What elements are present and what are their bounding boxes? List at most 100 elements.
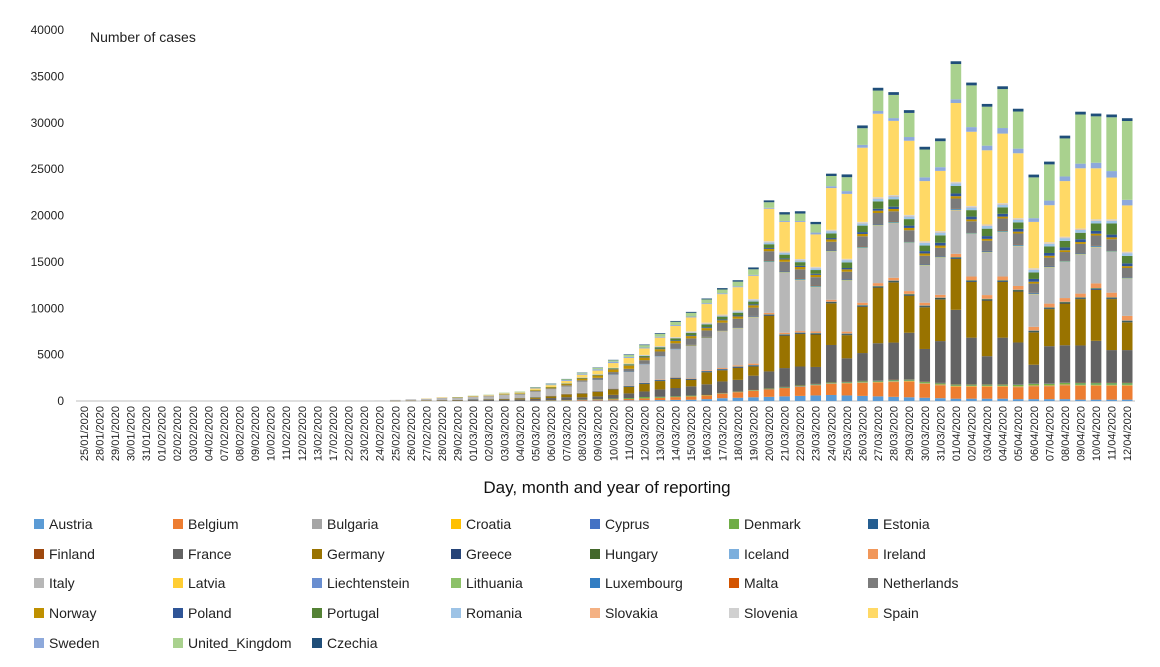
bar-segment-austria — [857, 395, 868, 401]
bar-segment-greece — [639, 383, 650, 385]
bar-segment-portugal — [623, 364, 635, 366]
x-tick-label: 27/02/2020 — [421, 406, 433, 461]
bar-segment-hungary — [903, 294, 915, 295]
legend-label: Bulgaria — [327, 516, 379, 532]
bar-segment-ireland — [717, 368, 728, 369]
bar-segment-romania — [888, 196, 899, 200]
bar-segment-spain — [1106, 177, 1117, 220]
bar-segment-slovenia — [1044, 242, 1055, 244]
bar-segment-united-kingdom — [607, 360, 619, 362]
bar-segment-romania — [717, 315, 728, 317]
legend-swatch — [173, 548, 183, 559]
bar-segment-croatia — [950, 385, 962, 387]
bar-segment-spain — [966, 131, 977, 206]
bar-segment-spain — [639, 348, 650, 355]
x-tick-label: 22/03/2020 — [795, 406, 807, 461]
bar-segment-italy — [623, 371, 635, 386]
bar-segment-hungary — [935, 297, 946, 299]
x-tick-label: 02/02/2020 — [172, 406, 184, 461]
bar-segment-belgium — [717, 393, 728, 399]
bar-segment-sweden — [1044, 200, 1055, 206]
bar-segment-italy — [561, 386, 572, 394]
bar-segment-greece — [1090, 288, 1102, 290]
bar-segment-greece — [670, 377, 681, 379]
legend-swatch — [312, 578, 322, 589]
bar-segment-france — [981, 356, 993, 385]
legend-label: Germany — [327, 545, 385, 562]
legend-swatch — [312, 637, 322, 648]
bar-segment-belgium — [576, 399, 588, 401]
bar-segment-sweden — [545, 384, 557, 386]
bar-segment-luxembourg — [997, 230, 1008, 232]
bar-segment-croatia — [1106, 384, 1117, 386]
bar-segment-ireland — [841, 331, 853, 334]
bar-segment-poland — [670, 340, 681, 341]
bar-segment-italy — [1012, 246, 1024, 286]
legend-item-czechia: Czechia — [312, 635, 378, 651]
bar-segment-luxembourg — [872, 224, 884, 226]
bar-segment-germany — [530, 397, 541, 399]
bar-segment-spain — [1028, 221, 1040, 269]
legend-item-iceland: Iceland — [729, 546, 789, 562]
bar-segment-netherlands — [935, 247, 946, 257]
bar-segment-italy — [545, 389, 557, 396]
x-tick-label: 14/03/2020 — [671, 406, 683, 461]
bar-segment-belgium — [888, 381, 899, 397]
bar-segment-spain — [732, 287, 744, 311]
bar-segment-greece — [981, 299, 993, 301]
bar-segment-luxembourg — [935, 256, 946, 258]
bar-segment-germany — [857, 306, 868, 354]
bar-segment-czechia — [1059, 135, 1071, 139]
bar-segment-norway — [950, 196, 962, 199]
bar-segment-luxembourg — [1075, 253, 1086, 255]
x-tick-label: 25/02/2020 — [390, 406, 402, 461]
bar-segment-france — [530, 398, 541, 401]
bar-segment-sweden — [530, 387, 541, 389]
y-tick-label: 30000 — [31, 116, 65, 130]
bar-segment-united-kingdom — [732, 281, 744, 287]
bar-segment-slovenia — [1106, 219, 1117, 221]
bar-segment-romania — [826, 231, 837, 234]
bar-segment-romania — [763, 242, 775, 245]
bar-segment-italy — [1059, 261, 1071, 299]
bar-segment-sweden — [1121, 199, 1133, 206]
bar-segment-greece — [623, 386, 635, 387]
x-tick-label: 31/01/2020 — [141, 406, 153, 461]
bar-segment-portugal — [981, 228, 993, 237]
bar-segment-italy — [841, 280, 853, 332]
bar-segment-france — [1106, 350, 1117, 383]
bar-segment-czechia — [623, 354, 635, 355]
bar-segment-spain — [950, 102, 962, 182]
bar-segment-austria — [888, 396, 899, 401]
bar-segment-portugal — [810, 270, 822, 274]
bar-segment-croatia — [1121, 384, 1133, 386]
bar-segment-france — [436, 400, 448, 401]
bar-segment-spain — [981, 150, 993, 225]
bar-segment-norway — [888, 209, 899, 212]
bar-segment-ireland — [1059, 298, 1071, 302]
bar-segment-austria — [732, 397, 744, 401]
bar-segment-united-kingdom — [561, 379, 572, 381]
legend-item-latvia: Latvia — [173, 575, 225, 591]
bar-segment-portugal — [732, 312, 744, 316]
bar-segment-greece — [966, 281, 977, 282]
bar-segment-norway — [919, 253, 931, 256]
bar-segment-poland — [763, 247, 775, 249]
bar-segment-denmark — [841, 382, 853, 383]
bar-segment-denmark — [857, 381, 868, 383]
bar-segment-germany — [794, 334, 806, 367]
bar-segment-spain — [623, 357, 635, 364]
bar-segment-portugal — [1106, 223, 1117, 235]
bar-segment-germany — [903, 295, 915, 333]
bar-segment-france — [623, 393, 635, 399]
legend-item-croatia: Croatia — [451, 516, 511, 532]
bar-segment-united-kingdom — [545, 383, 557, 385]
bar-segment-hungary — [826, 301, 837, 303]
bar-segment-germany — [1075, 299, 1086, 346]
bar-segment-sweden — [701, 303, 713, 305]
legend-item-cyprus: Cyprus — [590, 516, 649, 532]
y-tick-label: 40000 — [31, 23, 65, 37]
bar-segment-france — [1044, 346, 1055, 384]
x-tick-label: 27/03/2020 — [873, 406, 885, 461]
bar-segment-slovenia — [841, 258, 853, 260]
